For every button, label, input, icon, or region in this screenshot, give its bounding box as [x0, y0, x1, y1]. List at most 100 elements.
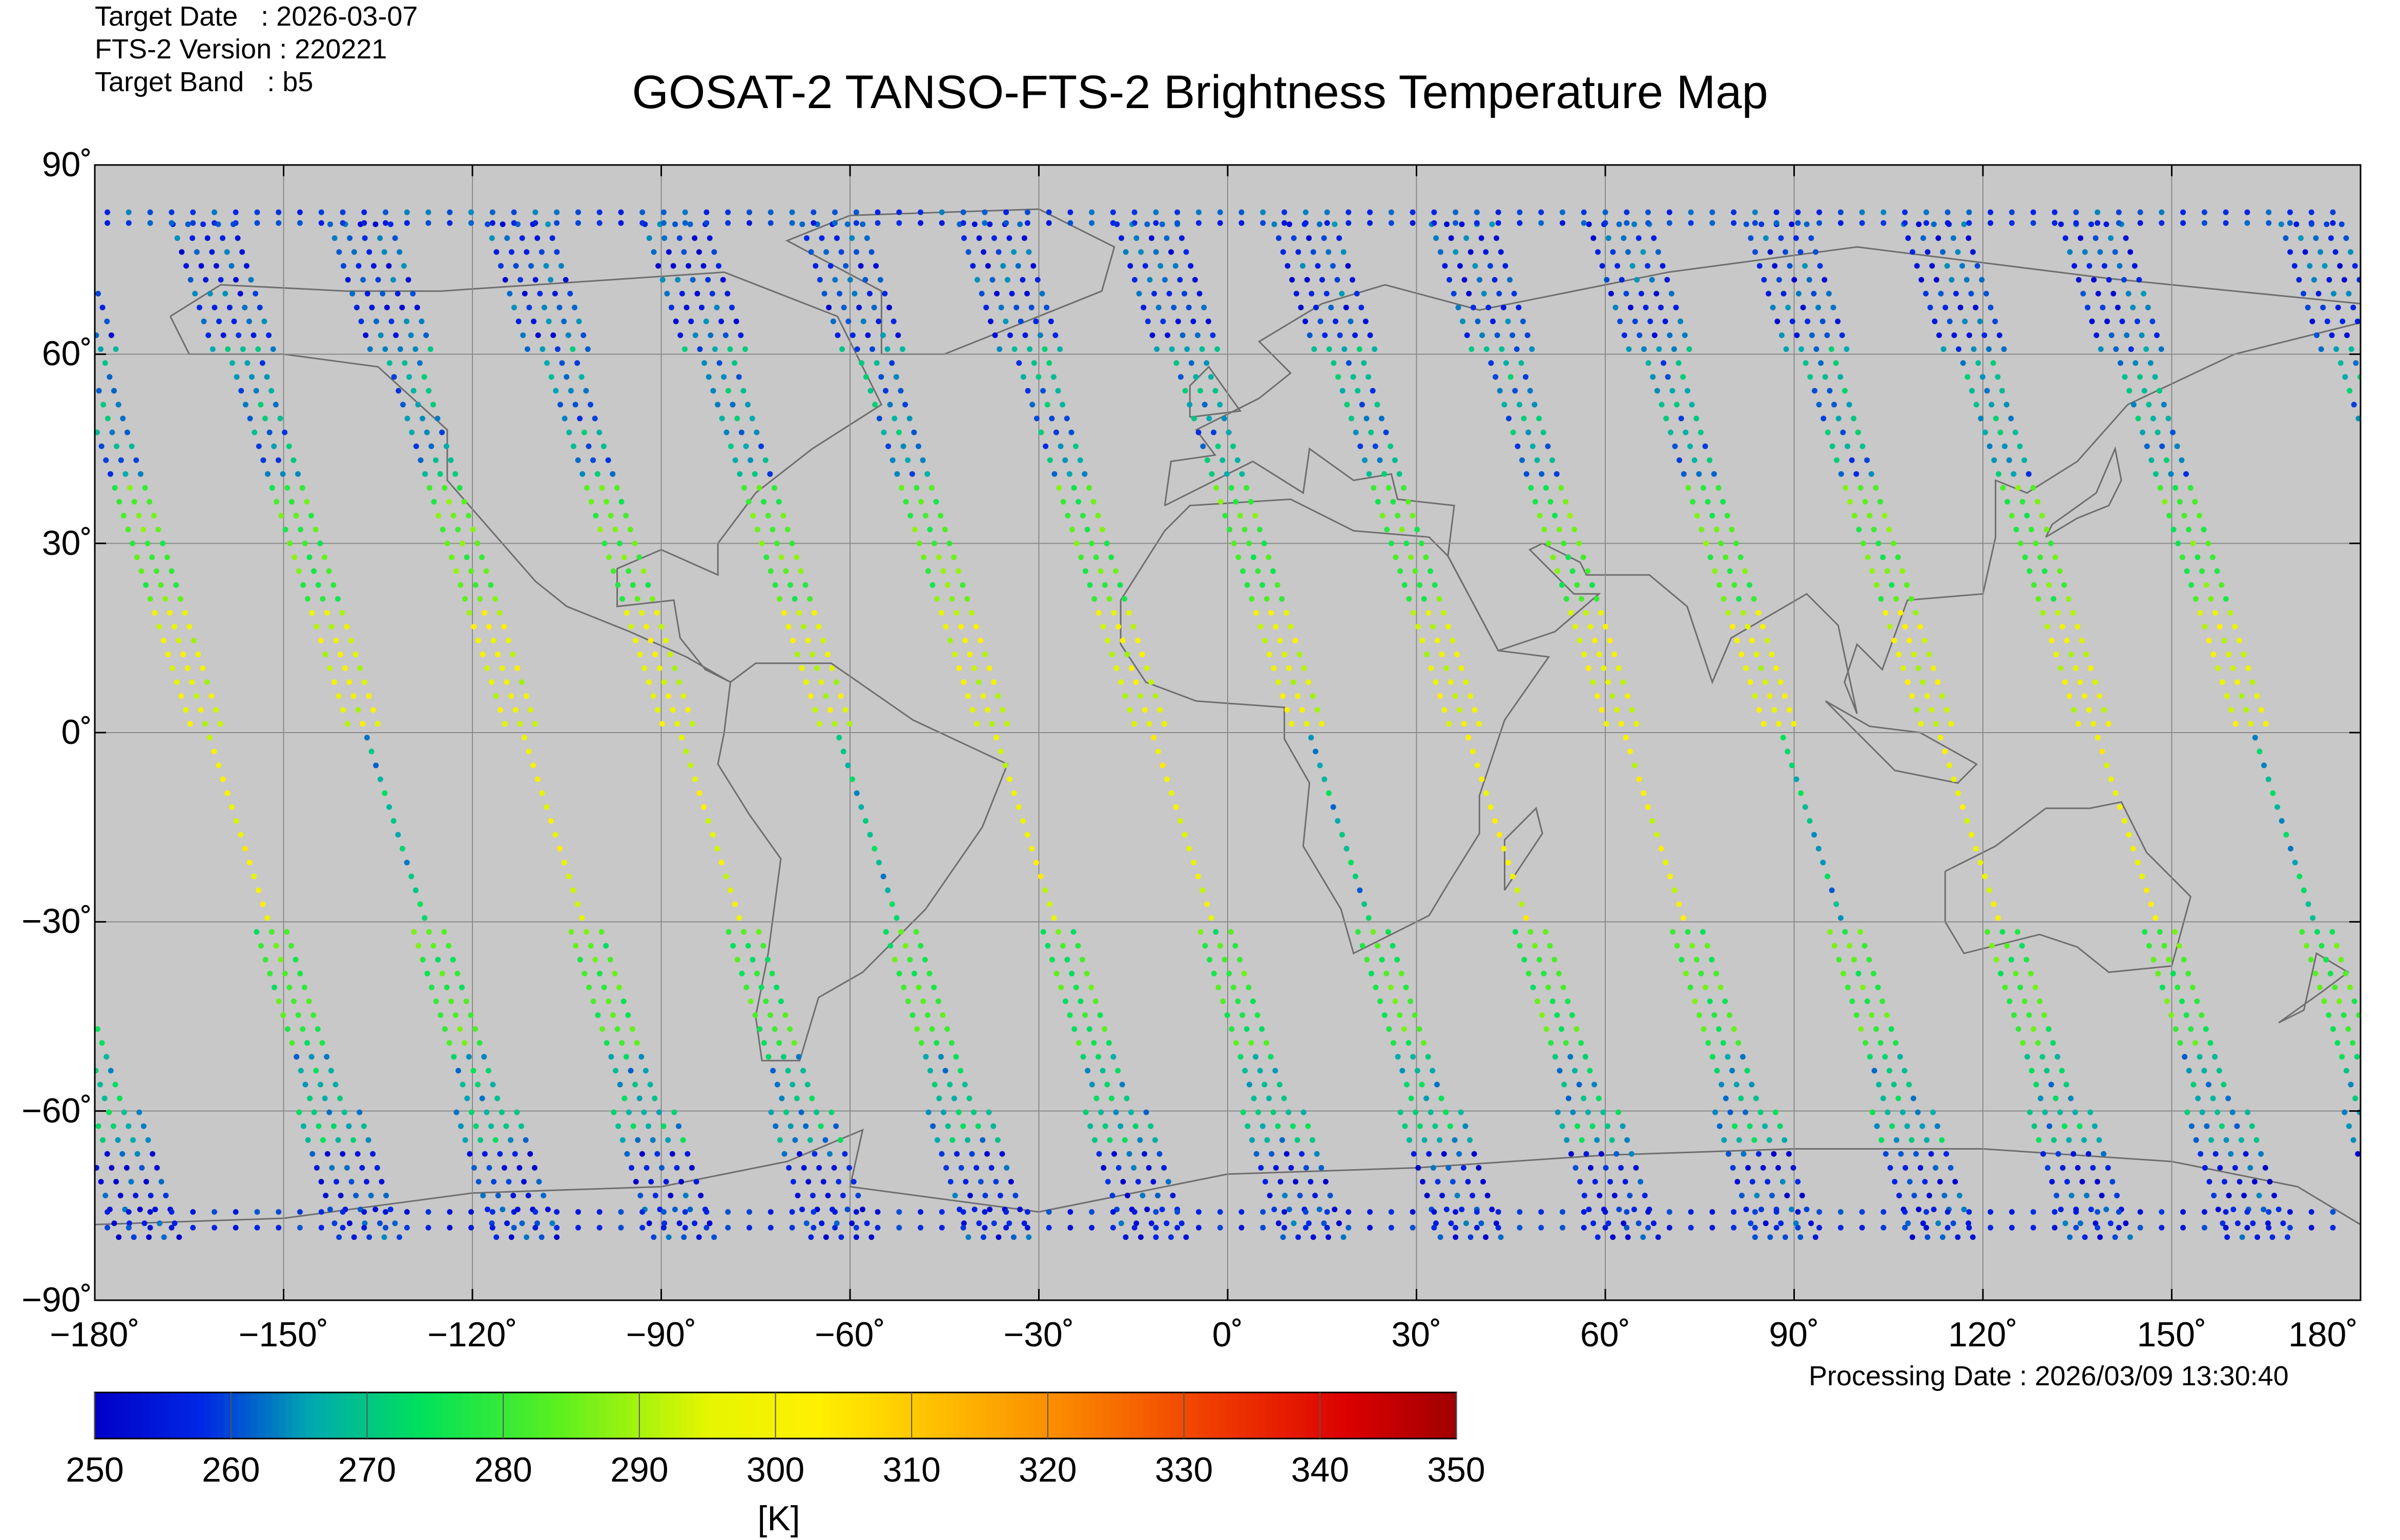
obs-point — [511, 209, 517, 215]
obs-point — [2211, 1193, 2217, 1199]
obs-point — [2352, 263, 2358, 269]
obs-point — [1067, 220, 1073, 226]
obs-point — [482, 1151, 488, 1157]
obs-point — [1936, 332, 1942, 338]
obs-point — [116, 1234, 122, 1240]
obs-point — [1969, 388, 1975, 394]
obs-point — [2135, 860, 2141, 866]
obs-point — [1517, 220, 1523, 226]
obs-point — [1317, 762, 1323, 768]
colorbar-segment — [1272, 1392, 1280, 1439]
obs-point — [1763, 1220, 1769, 1226]
obs-point — [2228, 707, 2235, 713]
obs-point — [844, 221, 851, 227]
obs-point — [1370, 388, 1376, 394]
obs-point — [1863, 1040, 1869, 1046]
obs-point — [1368, 429, 1374, 435]
obs-point — [1512, 388, 1518, 394]
obs-point — [1747, 679, 1753, 685]
obs-point — [383, 209, 388, 215]
colorbar-segment — [530, 1392, 538, 1439]
obs-point — [2348, 249, 2353, 255]
colorbar-segment — [1047, 1392, 1055, 1439]
obs-point — [1110, 1209, 1116, 1215]
colorbar-segment — [659, 1392, 667, 1439]
obs-point — [729, 304, 735, 310]
colorbar-segment — [809, 1392, 817, 1439]
obs-point — [2244, 220, 2250, 226]
obs-point — [1909, 1137, 1915, 1143]
obs-point — [618, 220, 624, 226]
obs-point — [914, 1026, 920, 1032]
obs-point — [534, 235, 541, 241]
obs-point — [844, 1206, 851, 1213]
obs-point — [366, 693, 372, 699]
y-tick-label: −30˚ — [22, 902, 92, 941]
obs-point — [2251, 1179, 2258, 1185]
obs-point — [233, 1209, 239, 1215]
obs-point — [1053, 429, 1059, 435]
obs-point — [606, 998, 612, 1004]
obs-point — [2107, 1220, 2114, 1226]
obs-point — [590, 998, 596, 1004]
obs-point — [788, 1123, 794, 1129]
colorbar-segment — [918, 1392, 926, 1439]
obs-point — [1017, 221, 1023, 227]
obs-point — [1887, 1165, 1893, 1171]
obs-point — [238, 831, 244, 838]
obs-point — [2004, 498, 2011, 505]
colorbar-segment — [626, 1392, 633, 1439]
obs-point — [1069, 970, 1075, 976]
obs-point — [536, 1179, 542, 1185]
colorbar-segment — [1381, 1392, 1389, 1439]
obs-point — [725, 209, 731, 215]
obs-point — [900, 443, 906, 449]
obs-point — [2183, 1012, 2189, 1018]
obs-point — [1467, 1234, 1474, 1240]
obs-point — [774, 1081, 780, 1088]
colorbar-segment — [748, 1392, 756, 1439]
obs-point — [443, 443, 449, 449]
obs-point — [1838, 915, 1844, 921]
x-tick-label: −30˚ — [1003, 1315, 1074, 1354]
obs-point — [1153, 220, 1159, 226]
obs-point — [936, 554, 942, 560]
obs-point — [1628, 304, 1633, 310]
obs-point — [1552, 1054, 1558, 1060]
obs-point — [323, 1193, 329, 1199]
obs-point — [716, 360, 722, 366]
obs-point — [441, 929, 447, 935]
obs-point — [1629, 263, 1636, 269]
obs-point — [1033, 415, 1040, 422]
obs-point — [668, 1193, 674, 1199]
obs-point — [1370, 929, 1376, 935]
obs-point — [1955, 249, 1961, 255]
obs-point — [2097, 1234, 2103, 1240]
obs-point — [625, 1012, 631, 1018]
obs-point — [1295, 1234, 1301, 1240]
obs-point — [1923, 1224, 1929, 1231]
obs-point — [893, 374, 899, 380]
obs-point — [1698, 970, 1704, 976]
obs-point — [2245, 665, 2251, 671]
obs-point — [1654, 388, 1660, 394]
obs-point — [1058, 443, 1064, 449]
obs-point — [2266, 209, 2272, 215]
obs-point — [1989, 402, 1995, 408]
obs-point — [714, 846, 720, 851]
obs-point — [1450, 637, 1456, 643]
obs-point — [1178, 374, 1184, 380]
obs-point — [361, 1209, 367, 1215]
obs-point — [234, 374, 240, 380]
colorbar-segment — [571, 1392, 578, 1439]
obs-point — [1624, 1209, 1630, 1215]
obs-point — [1395, 513, 1401, 518]
obs-point — [488, 679, 494, 685]
obs-point — [2339, 1054, 2345, 1060]
obs-point — [2035, 596, 2041, 602]
obs-point — [519, 679, 525, 685]
colorbar-tick-label: 330 — [1154, 1450, 1213, 1489]
obs-point — [803, 1123, 809, 1129]
obs-point — [605, 457, 611, 463]
obs-point — [1470, 748, 1476, 755]
